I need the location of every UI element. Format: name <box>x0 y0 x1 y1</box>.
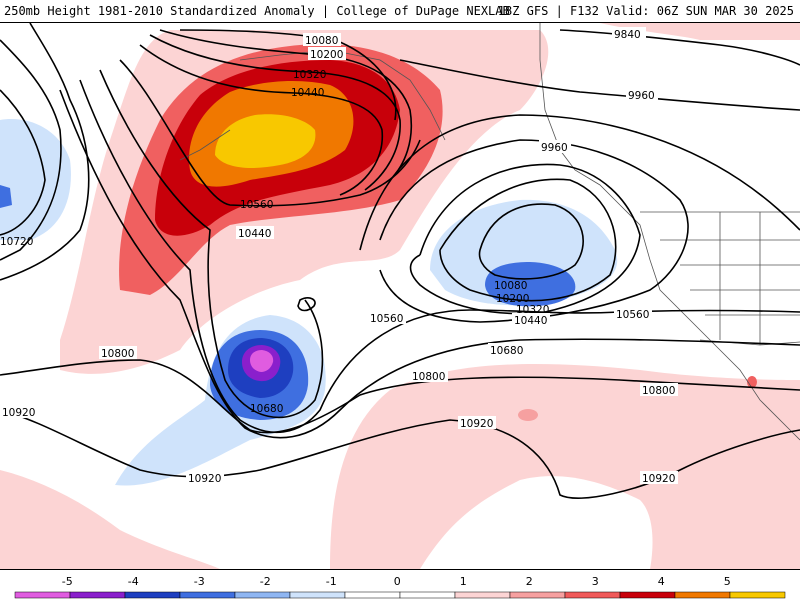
state-lines <box>660 212 800 345</box>
pink-anomaly-spot <box>518 409 538 421</box>
alaska-coast <box>239 49 446 141</box>
height-contours <box>0 22 800 499</box>
color-segments <box>14 591 786 599</box>
contour-label: 10560 <box>616 309 649 321</box>
color-segment <box>454 591 511 599</box>
colorbar-tick-label: 4 <box>658 575 665 588</box>
model-run-info: 18Z GFS | F132 Valid: 06Z SUN MAR 30 202… <box>497 4 794 18</box>
contour-label: 10720 <box>0 236 33 248</box>
contour-label: 10800 <box>101 348 134 360</box>
contour-label: 10800 <box>412 371 445 383</box>
color-segment <box>509 591 566 599</box>
contour-line <box>379 139 689 323</box>
midblue-anomaly-region <box>485 262 576 307</box>
contour-label: 10920 <box>188 473 221 485</box>
colorbar-tick-label: -1 <box>326 575 337 588</box>
pink-anomaly-region <box>0 470 220 569</box>
anomaly-map: 9840 9960 9960 10080 10200 10320 10440 1… <box>0 22 800 569</box>
contour-label: 10560 <box>370 313 403 325</box>
color-segment <box>124 591 181 599</box>
colorbar-tick-label: 3 <box>592 575 599 588</box>
contour-label: 10560 <box>240 199 273 211</box>
contour-label: 10920 <box>642 473 675 485</box>
lightblue-anomaly-region <box>0 119 71 240</box>
colorbar-tick-label: -5 <box>62 575 73 588</box>
colorbar-tick-label: -2 <box>260 575 271 588</box>
magenta-anomaly-region <box>250 350 274 372</box>
contour-labels: 9840 9960 9960 10080 10200 10320 10440 1… <box>0 27 678 485</box>
contour-label: 10920 <box>2 407 35 419</box>
color-ticks: -5 -4 -3 -2 -1 0 1 2 3 4 5 <box>62 575 731 588</box>
map-title: 250mb Height 1981-2010 Standardized Anom… <box>4 4 510 18</box>
contour-line <box>478 203 584 280</box>
colorbar-tick-label: 5 <box>724 575 731 588</box>
contour-label: 10200 <box>310 49 343 61</box>
geography-lines <box>179 23 800 441</box>
map-panel: 9840 9960 9960 10080 10200 10320 10440 1… <box>0 22 800 570</box>
contour-line <box>159 29 413 181</box>
contour-line <box>0 359 800 434</box>
color-segment <box>234 591 291 599</box>
contour-line <box>559 29 800 66</box>
contour-line <box>439 178 617 302</box>
contour-line <box>0 89 46 236</box>
color-segment <box>179 591 236 599</box>
yellow-anomaly-region <box>215 114 316 168</box>
contour-line <box>0 409 800 499</box>
header: 250mb Height 1981-2010 Standardized Anom… <box>0 0 800 22</box>
red-anomaly-spot <box>747 376 757 388</box>
color-segment <box>619 591 676 599</box>
color-segment <box>289 591 346 599</box>
color-scale: -5 -4 -3 -2 -1 0 1 2 3 4 5 <box>14 575 786 599</box>
color-segment <box>399 591 456 599</box>
contour-label: 10920 <box>460 418 493 430</box>
contour-label: 9960 <box>628 90 655 102</box>
colorbar-tick-label: -4 <box>128 575 139 588</box>
contour-line <box>0 39 62 261</box>
color-legend: -5 -4 -3 -2 -1 0 1 2 3 4 5 <box>0 570 800 600</box>
colorbar-tick-label: -3 <box>194 575 205 588</box>
pink-anomaly-region <box>420 476 653 569</box>
color-segment <box>674 591 731 599</box>
contour-line <box>0 22 90 281</box>
color-segment <box>729 591 786 599</box>
contour-line <box>59 89 800 439</box>
contour-label: 9840 <box>614 29 641 41</box>
anomaly-fill <box>0 23 800 569</box>
contour-label: 10440 <box>514 315 547 327</box>
coastline <box>539 23 800 441</box>
color-segment <box>564 591 621 599</box>
contour-label: 10200 <box>496 293 529 305</box>
colorbar-tick-label: 2 <box>526 575 533 588</box>
contour-line <box>99 69 324 419</box>
contour-label: 10680 <box>250 403 283 415</box>
contour-label: 10800 <box>642 385 675 397</box>
contour-line <box>149 34 401 191</box>
color-segment <box>69 591 126 599</box>
contour-label: 10680 <box>490 345 523 357</box>
blue-anomaly-region <box>0 185 12 208</box>
contour-label: 10080 <box>494 280 527 292</box>
contour-label: 9960 <box>541 142 568 154</box>
contour-line <box>297 297 316 312</box>
contour-label: 10440 <box>291 87 324 99</box>
contour-line <box>139 44 384 196</box>
colorbar-tick-label: 1 <box>460 575 467 588</box>
pink-anomaly-region <box>330 364 800 569</box>
colorbar-tick-label: 0 <box>394 575 401 588</box>
contour-line <box>409 163 641 315</box>
contour-line <box>359 114 800 251</box>
contour-label: 10440 <box>238 228 271 240</box>
pink-anomaly-region <box>600 23 800 40</box>
contour-label: 10080 <box>305 35 338 47</box>
contour-line <box>399 59 800 111</box>
aleutian-islands <box>179 129 231 161</box>
color-segment <box>14 591 71 599</box>
contour-label: 10320 <box>293 69 326 81</box>
color-segment <box>344 591 401 599</box>
